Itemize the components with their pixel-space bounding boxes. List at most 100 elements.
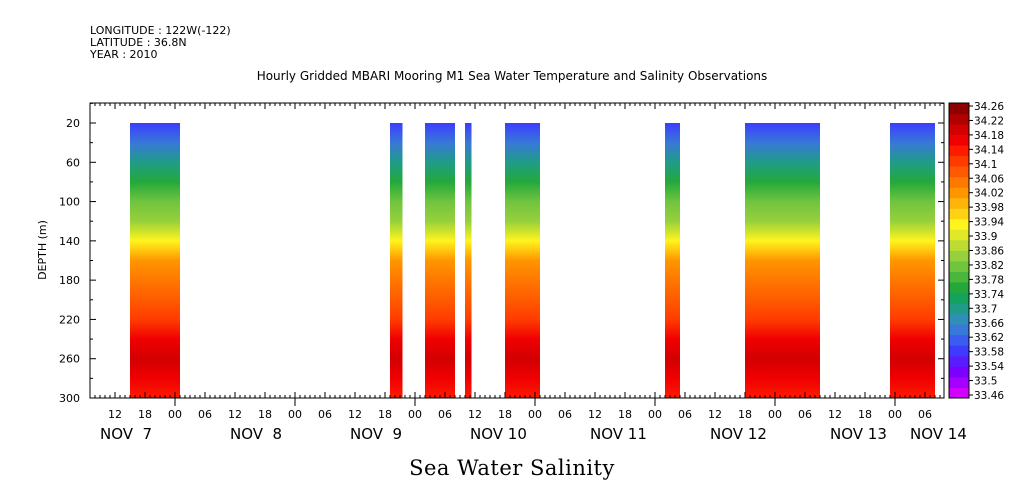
y-axis: 20 60 100 140 180 220 260 300 — [59, 102, 944, 405]
colorbar-cell — [949, 155, 969, 167]
x-tick-label: 12 — [108, 408, 122, 421]
colorbar-label: 34.18 — [974, 130, 1004, 142]
x-tick-label: 18 — [618, 408, 632, 421]
latitude-label: LATITUDE : 36.8N — [90, 36, 187, 49]
x-tick-label: 12 — [828, 408, 842, 421]
x-day-label: NOV 14 — [910, 425, 967, 443]
colorbar-cell — [949, 145, 969, 157]
colorbar-label: 34.22 — [974, 115, 1004, 127]
colorbar-cell — [949, 334, 969, 346]
colorbar-cell — [949, 218, 969, 230]
colorbar-label: 33.9 — [974, 231, 997, 243]
colorbar-label: 33.58 — [974, 347, 1004, 359]
x-tick-label: 12 — [348, 408, 362, 421]
plot-frame — [89, 102, 945, 399]
colorbar-label: 34.1 — [974, 159, 997, 171]
colorbar-label: 34.14 — [974, 144, 1004, 156]
data-segment-2 — [390, 123, 403, 398]
data-segment-6 — [665, 123, 680, 398]
colorbar-cell — [949, 176, 969, 188]
x-tick-label: 12 — [708, 408, 722, 421]
x-day-label: NOV 11 — [590, 425, 647, 443]
data-segments — [130, 123, 935, 398]
colorbar-cell — [949, 134, 969, 146]
y-tick-label: 20 — [66, 117, 80, 130]
y-axis-label: DEPTH (m) — [36, 220, 49, 280]
x-day-label: NOV 7 — [100, 425, 152, 443]
colorbar-label: 33.54 — [974, 361, 1004, 373]
year-label: YEAR : 2010 — [90, 48, 158, 61]
colorbar-label: 33.78 — [974, 274, 1004, 286]
y-tick-label: 100 — [59, 196, 80, 209]
x-tick-label: 00 — [648, 408, 662, 421]
colorbar-cell — [949, 197, 969, 209]
x-tick-label: 06 — [678, 408, 692, 421]
colorbar-label: 33.74 — [974, 289, 1004, 301]
colorbar-cell — [949, 303, 969, 315]
colorbar-cell — [949, 313, 969, 325]
y-tick-label: 180 — [59, 274, 80, 287]
colorbar-cell — [949, 250, 969, 262]
x-day-label: NOV 8 — [230, 425, 282, 443]
x-day-label: NOV 12 — [710, 425, 767, 443]
colorbar-label: 33.82 — [974, 260, 1004, 272]
y-tick-label: 260 — [59, 353, 80, 366]
x-tick-label: 18 — [258, 408, 272, 421]
colorbar-cell — [949, 187, 969, 199]
x-tick-label: 06 — [918, 408, 932, 421]
colorbar-cell — [949, 113, 969, 125]
x-tick-label: 00 — [288, 408, 302, 421]
colorbar-label: 33.66 — [974, 318, 1004, 330]
data-segment-5 — [505, 123, 540, 398]
data-segment-3 — [425, 123, 455, 398]
x-tick-label: 18 — [138, 408, 152, 421]
colorbar-label: 33.62 — [974, 332, 1004, 344]
colorbar-cell — [949, 282, 969, 294]
x-tick-label: 06 — [558, 408, 572, 421]
colorbar-cell — [949, 387, 969, 399]
x-tick-label: 12 — [588, 408, 602, 421]
longitude-label: LONGITUDE : 122W(-122) — [90, 24, 231, 37]
x-tick-label: 00 — [768, 408, 782, 421]
colorbar-label: 33.98 — [974, 202, 1004, 214]
y-tick-label: 140 — [59, 235, 80, 248]
colorbar-cell — [949, 355, 969, 367]
x-tick-label: 06 — [798, 408, 812, 421]
y-tick-label: 300 — [59, 392, 80, 405]
colorbar-label: 33.7 — [974, 303, 997, 315]
data-segment-8 — [890, 123, 935, 398]
colorbar-cell — [949, 376, 969, 388]
x-tick-label: 00 — [528, 408, 542, 421]
x-tick-label: 18 — [858, 408, 872, 421]
colorbar-cell — [949, 103, 969, 114]
x-tick-label: 18 — [378, 408, 392, 421]
colorbar-cell — [949, 324, 969, 336]
colorbar-cell — [949, 366, 969, 378]
colorbar-label: 33.94 — [974, 217, 1004, 229]
colorbar-cell — [949, 208, 969, 220]
colorbar-label: 33.46 — [974, 390, 1004, 402]
colorbar-cell — [949, 124, 969, 136]
x-tick-label: 06 — [438, 408, 452, 421]
colorbar-cell — [949, 239, 969, 251]
colorbar-label: 34.02 — [974, 188, 1004, 200]
colorbar: 34.26 34.22 34.18 34.14 34.1 34.06 34.02 33.98 3… — [948, 101, 1004, 402]
colorbar-label: 34.06 — [974, 173, 1004, 185]
y-tick-label: 60 — [66, 156, 80, 169]
colorbar-cell — [949, 261, 969, 272]
data-segment-7 — [745, 123, 820, 398]
x-tick-label: 06 — [318, 408, 332, 421]
x-axis: 12 18 00 06 12 18 00 06 12 18 00 06 12 18 00 06 12 18 00 06… — [89, 103, 967, 443]
y-tick-label: 220 — [59, 313, 80, 326]
data-segment-1 — [130, 123, 180, 398]
colorbar-cell — [949, 345, 969, 357]
colorbar-label: 33.5 — [974, 376, 997, 388]
x-tick-label: 12 — [468, 408, 482, 421]
x-tick-label: 00 — [888, 408, 902, 421]
x-day-label: NOV 13 — [830, 425, 887, 443]
variable-title: Sea Water Salinity — [409, 456, 615, 480]
colorbar-label: 33.86 — [974, 246, 1004, 258]
colorbar-cell — [949, 166, 969, 178]
x-day-label: NOV 10 — [470, 425, 527, 443]
